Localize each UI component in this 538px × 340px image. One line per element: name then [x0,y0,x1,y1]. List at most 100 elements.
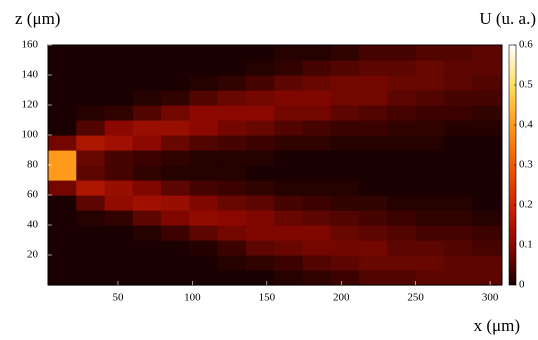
x-tick-label: 100 [184,292,201,304]
heatmap-cell [161,45,191,61]
heatmap-cell [302,180,332,196]
heatmap-cell [274,240,304,256]
x-tick-label: 50 [112,292,124,304]
heatmap-cell [359,240,388,256]
heatmap-cell [387,135,417,151]
heatmap-cell [330,210,360,226]
heatmap-cell [415,105,445,121]
heatmap-cell [161,180,191,196]
heatmap-cell [104,210,134,226]
heatmap-cell [387,60,417,76]
heatmap-cell [76,165,106,181]
heatmap-cell [189,255,219,271]
heatmap-cell [245,180,275,196]
heatmap-cell [302,150,332,166]
heatmap-cell [76,150,106,166]
heatmap-cell [387,105,417,121]
heatmap-cell [132,240,162,256]
heatmap-cell [330,60,360,76]
heatmap-cell [443,210,473,226]
heatmap-cell [330,45,360,61]
heatmap-cell [48,120,77,136]
heatmap-cell [217,180,247,196]
heatmap-cell [217,195,247,211]
heatmap-cell [245,150,275,166]
heatmap-cell [245,270,275,286]
heatmap-cell [330,120,360,136]
colorbar-tick-label: 0.1 [519,239,533,251]
heatmap-cell [104,120,134,136]
heatmap-cell [274,150,304,166]
heatmap-cell [359,60,388,76]
heatmap-cell [302,210,332,226]
heatmap-cell [217,135,247,151]
heatmap-cell [189,195,219,211]
x-tick-label: 200 [333,292,350,304]
heatmap-cell [387,210,417,226]
heatmap-cell [387,165,417,181]
heatmap-cell [330,75,360,91]
heatmap-cell [161,195,191,211]
y-tick-label: 20 [27,249,39,261]
heatmap-cell [48,165,77,181]
heatmap-cell [189,225,219,241]
heatmap-cell [132,195,162,211]
heatmap-cell [104,90,134,106]
heatmap-cell [472,210,502,226]
heatmap-cell [415,150,445,166]
heatmap-cell [189,150,219,166]
heatmap-cell [132,105,162,121]
heatmap-cell [48,180,77,196]
heatmap-cell [161,90,191,106]
heatmap-cell [359,150,388,166]
y-tick-label: 60 [27,189,39,201]
heatmap-cell [274,120,304,136]
colorbar-label: U (u. a.) [479,9,536,28]
heatmap-cell [132,135,162,151]
heatmap-cell [387,150,417,166]
heatmap-cell [48,60,77,76]
heatmap-cell [302,255,332,271]
heatmap-cell [359,255,388,271]
heatmap-cell [217,150,247,166]
heatmap-cell [415,135,445,151]
x-tick-label: 150 [259,292,276,304]
heatmap-cell [330,240,360,256]
heatmap-cell [274,45,304,61]
heatmap-cell [415,180,445,196]
x-tick-label: 250 [407,292,424,304]
heatmap-cell [189,90,219,106]
heatmap-cell [245,240,275,256]
heatmap-cell [274,180,304,196]
colorbar-tick-label: 0.2 [519,199,533,211]
heatmap-cell [472,135,502,151]
heatmap-cell [415,270,445,286]
heatmap-cell [217,90,247,106]
heatmap-cell [217,60,247,76]
heatmap-cell [189,120,219,136]
colorbar-tick-label: 0.3 [519,159,533,171]
heatmap-cell [132,210,162,226]
heatmap-cell [302,135,332,151]
colorbar-tick-label: 0 [519,279,525,291]
heatmap-cell [76,240,106,256]
heatmap-cell [415,240,445,256]
x-axis-label: x (μm) [474,316,520,335]
heatmap-cell [245,45,275,61]
heatmap-cell [359,165,388,181]
heatmap-cell [359,210,388,226]
heatmap-cell [189,165,219,181]
heatmap-cell [132,60,162,76]
heatmap-cell [132,165,162,181]
heatmap-cell [76,255,106,271]
heatmap-cell [189,135,219,151]
heatmap-cell [104,225,134,241]
heatmap-cell [415,90,445,106]
y-tick-label: 140 [22,69,39,81]
heatmap-cell [245,255,275,271]
heatmap-cell [48,150,77,166]
heatmap-cell [359,270,388,286]
heatmap-cell [359,120,388,136]
colorbar-tick-label: 0.6 [519,39,533,51]
heatmap-cell [443,270,473,286]
